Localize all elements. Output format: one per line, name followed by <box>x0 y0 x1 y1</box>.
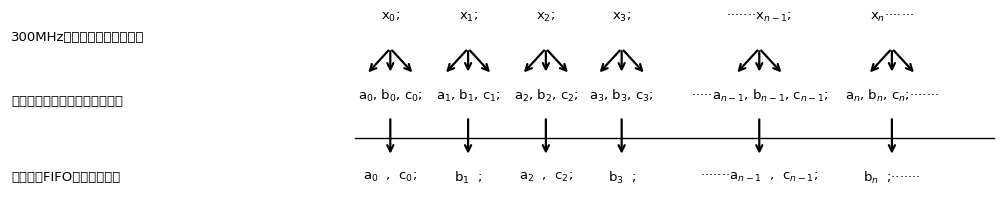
Text: x$_n$·······: x$_n$······· <box>870 11 914 24</box>
Text: a$_0$, b$_0$, c$_0$;: a$_0$, b$_0$, c$_0$; <box>358 87 423 103</box>
Text: a$_3$, b$_3$, c$_3$;: a$_3$, b$_3$, c$_3$; <box>589 87 654 103</box>
Text: ·······a$_{n-1}$  ,  c$_{n-1}$;: ·······a$_{n-1}$ , c$_{n-1}$; <box>700 170 818 183</box>
Text: a$_n$, b$_n$, c$_n$;·······: a$_n$, b$_n$, c$_n$;······· <box>845 87 939 103</box>
Text: ·······x$_{n-1}$;: ·······x$_{n-1}$; <box>726 11 792 24</box>
Text: 三相插值滤波器输出信号序列：: 三相插值滤波器输出信号序列： <box>11 95 123 107</box>
Text: b$_1$  ;: b$_1$ ; <box>454 169 482 185</box>
Text: x$_3$;: x$_3$; <box>612 11 631 24</box>
Text: x$_1$;: x$_1$; <box>459 11 478 24</box>
Text: a$_2$, b$_2$, c$_2$;: a$_2$, b$_2$, c$_2$; <box>514 87 578 103</box>
Text: b$_3$  ;: b$_3$ ; <box>608 169 636 185</box>
Text: 写入三个FIFO的信号序列：: 写入三个FIFO的信号序列： <box>11 170 121 183</box>
Text: x$_2$;: x$_2$; <box>536 11 555 24</box>
Text: a$_0$  ,  c$_0$;: a$_0$ , c$_0$; <box>363 170 417 183</box>
Text: 300MHz采样率信号输入序列：: 300MHz采样率信号输入序列： <box>11 31 145 44</box>
Text: x$_0$;: x$_0$; <box>381 11 400 24</box>
Text: a$_1$, b$_1$, c$_1$;: a$_1$, b$_1$, c$_1$; <box>436 87 500 103</box>
Text: a$_2$  ,  c$_2$;: a$_2$ , c$_2$; <box>519 170 573 183</box>
Text: b$_n$  ;·······: b$_n$ ;······· <box>863 169 921 185</box>
Text: ·····a$_{n-1}$, b$_{n-1}$, c$_{n-1}$;: ·····a$_{n-1}$, b$_{n-1}$, c$_{n-1}$; <box>691 87 828 103</box>
